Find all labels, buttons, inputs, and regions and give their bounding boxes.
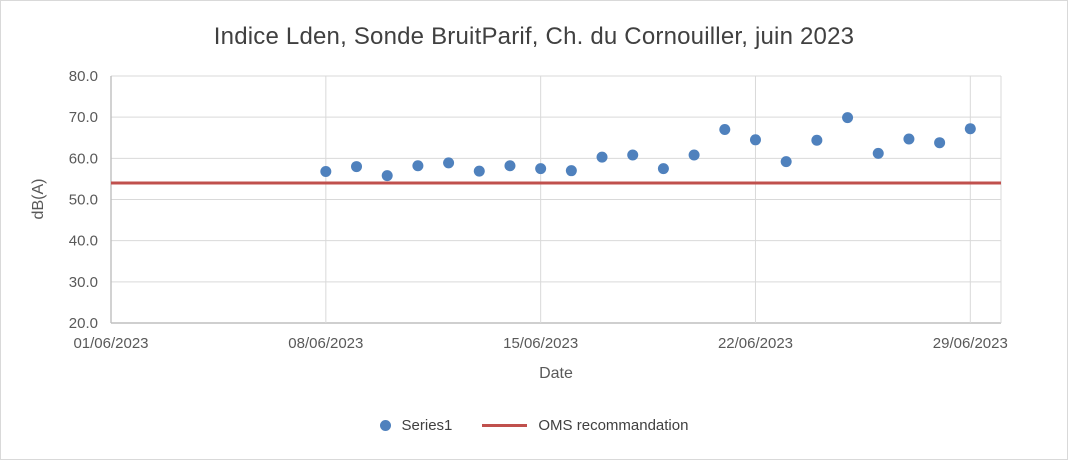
- data-point[interactable]: [412, 160, 424, 172]
- data-point[interactable]: [657, 163, 669, 175]
- data-point[interactable]: [351, 161, 363, 173]
- x-axis-title: Date: [539, 365, 573, 382]
- data-point[interactable]: [627, 149, 639, 161]
- y-axis-title: dB(A): [30, 178, 47, 220]
- y-tick-label: 70.0: [69, 109, 98, 126]
- y-tick-label: 50.0: [69, 192, 98, 209]
- x-tick-label: 08/06/2023: [288, 335, 363, 352]
- x-tick-label: 01/06/2023: [73, 335, 148, 352]
- data-point[interactable]: [719, 124, 731, 136]
- legend-item-oms[interactable]: OMS recommandation: [482, 417, 688, 434]
- legend-series1-label: Series1: [401, 417, 453, 434]
- series1-marker-icon: [379, 420, 391, 431]
- data-point[interactable]: [811, 134, 823, 146]
- data-point[interactable]: [749, 134, 761, 146]
- data-point[interactable]: [320, 166, 332, 178]
- data-point[interactable]: [903, 133, 915, 145]
- y-tick-label: 20.0: [69, 315, 98, 332]
- data-point[interactable]: [565, 165, 577, 177]
- oms-line-icon: [482, 424, 528, 427]
- data-point[interactable]: [964, 123, 976, 135]
- y-tick-label: 80.0: [69, 68, 98, 85]
- data-point[interactable]: [504, 160, 516, 172]
- data-point[interactable]: [596, 151, 608, 163]
- data-point[interactable]: [688, 149, 700, 161]
- data-point[interactable]: [780, 156, 792, 168]
- x-tick-label: 22/06/2023: [718, 335, 793, 352]
- x-tick-label: 15/06/2023: [503, 335, 578, 352]
- legend-oms-label: OMS recommandation: [538, 417, 689, 434]
- y-tick-label: 40.0: [69, 233, 98, 250]
- data-point[interactable]: [535, 163, 547, 175]
- data-point[interactable]: [381, 170, 393, 182]
- data-point[interactable]: [872, 147, 884, 159]
- legend-item-series1[interactable]: Series1: [379, 417, 453, 434]
- legend: Series1 OMS recommandation: [1, 417, 1067, 434]
- y-tick-label: 60.0: [69, 150, 98, 167]
- data-point[interactable]: [934, 137, 946, 149]
- y-tick-label: 30.0: [69, 274, 98, 291]
- data-point[interactable]: [443, 157, 455, 169]
- data-point[interactable]: [842, 112, 854, 124]
- data-point[interactable]: [473, 165, 485, 177]
- x-tick-label: 29/06/2023: [933, 335, 1008, 352]
- chart-title: Indice Lden, Sonde BruitParif, Ch. du Co…: [213, 23, 855, 50]
